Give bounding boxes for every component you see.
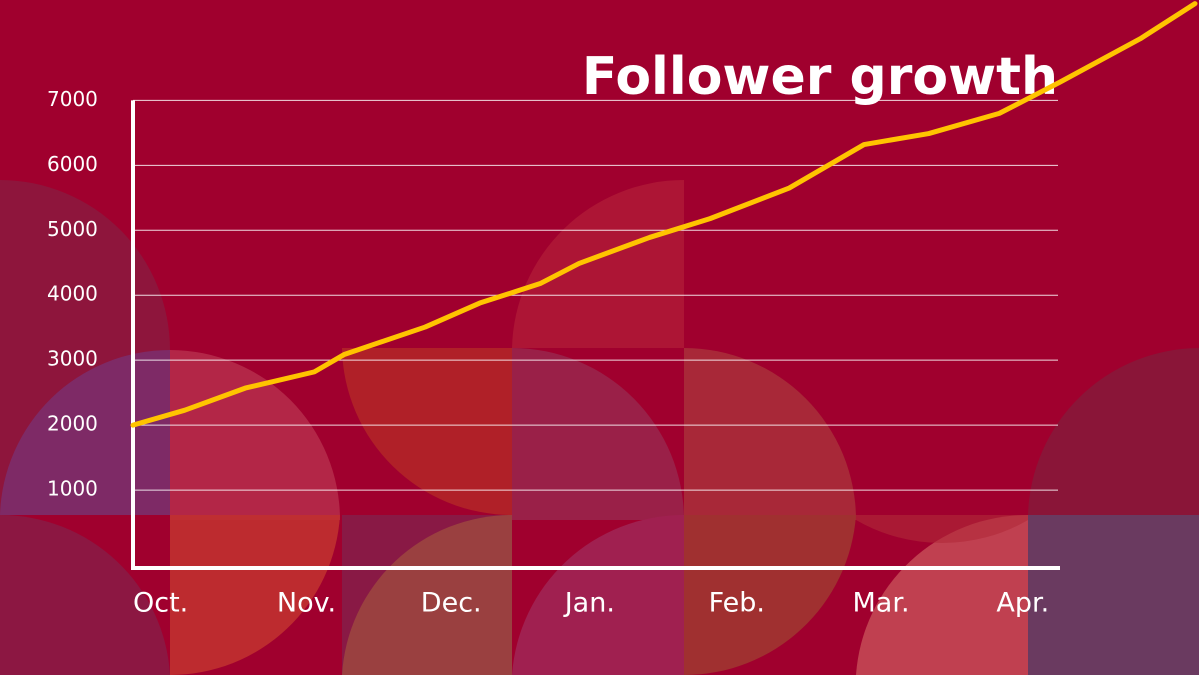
y-tick-label: 4000 [47,282,98,306]
chart-title: Follower growth [582,47,1058,107]
y-tick-label: 2000 [47,412,98,436]
x-tick-label: Nov. [277,588,336,619]
x-tick-label: Oct. [133,588,188,619]
y-tick-label: 1000 [47,477,98,501]
x-tick-label: Feb. [709,588,765,619]
x-tick-label: Dec. [421,588,482,619]
y-tick-label: 3000 [47,347,98,371]
x-tick-label: Apr. [996,588,1049,619]
x-tick-label: Mar. [853,588,910,619]
y-tick-label: 7000 [47,87,98,111]
x-tick-label: Jan. [563,588,615,619]
line [130,1,1198,428]
y-tick-label: 5000 [47,217,98,241]
y-tick-label: 6000 [47,152,98,176]
